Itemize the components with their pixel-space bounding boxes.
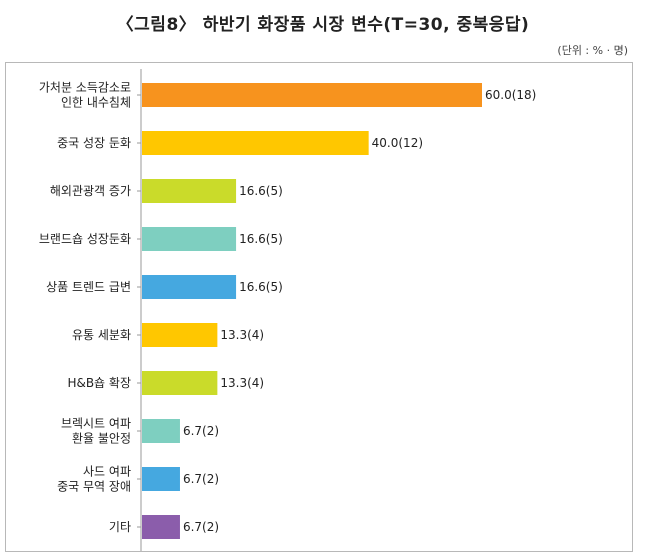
bar [142,275,237,299]
category-label-line: 브렉시트 여파 [61,417,131,431]
category-label-line: 해외관광객 증가 [50,184,131,198]
data-label: 13.3(4) [220,328,264,342]
category-label: 브렉시트 여파 환율 불안정 [61,417,131,446]
data-label: 13.3(4) [220,376,264,390]
category-label-line: 기타 [109,520,131,534]
category-label-line: 환율 불안정 [72,432,131,446]
data-label: 40.0(12) [372,136,423,150]
data-label: 6.7(2) [183,520,219,534]
category-label: 중국 성장 둔화 [57,136,131,150]
category-label: 상품 트렌드 급변 [46,280,131,294]
bar-chart: 가처분 소득감소로 인한 내수침체 60.0(18) 중국 성장 둔화 40.0(12)… [39,69,536,551]
category-label-line: 상품 트렌드 급변 [46,280,131,294]
category-label: 기타 [109,520,131,534]
unit-note: (단위 : % · 명) [557,44,628,57]
data-label: 16.6(5) [239,232,283,246]
bar [142,371,218,395]
category-label-line: 유통 세분화 [72,328,131,342]
bar [142,323,218,347]
chart-frame: 가처분 소득감소로 인한 내수침체 60.0(18) 중국 성장 둔화 40.0(12)… [5,62,633,552]
bar [142,515,180,539]
category-label-line: 중국 무역 장애 [57,480,131,494]
category-label: 브랜드숍 성장둔화 [39,232,131,246]
bar [142,419,180,443]
bar [142,467,180,491]
data-label: 6.7(2) [183,472,219,486]
category-label-line: 중국 성장 둔화 [57,136,131,150]
category-label: 사드 여파 중국 무역 장애 [57,465,131,494]
data-label: 60.0(18) [485,88,536,102]
category-label-line: 가처분 소득감소로 [39,81,131,95]
category-label: 유통 세분화 [72,328,131,342]
bar [142,131,369,155]
data-label: 6.7(2) [183,424,219,438]
bar [142,179,237,203]
bar [142,227,237,251]
category-label-line: 사드 여파 [83,465,131,479]
category-label: H&B숍 확장 [67,376,131,390]
data-label: 16.6(5) [239,280,283,294]
category-label-line: H&B숍 확장 [67,376,131,390]
category-label-line: 인한 내수침체 [61,96,131,110]
category-label-line: 브랜드숍 성장둔화 [39,232,131,246]
chart-title: 〈그림8〉 하반기 화장품 시장 변수(T=30, 중복응답) [116,15,530,35]
bar [142,83,482,107]
data-label: 16.6(5) [239,184,283,198]
category-label: 가처분 소득감소로 인한 내수침체 [39,81,131,110]
category-label: 해외관광객 증가 [50,184,131,198]
